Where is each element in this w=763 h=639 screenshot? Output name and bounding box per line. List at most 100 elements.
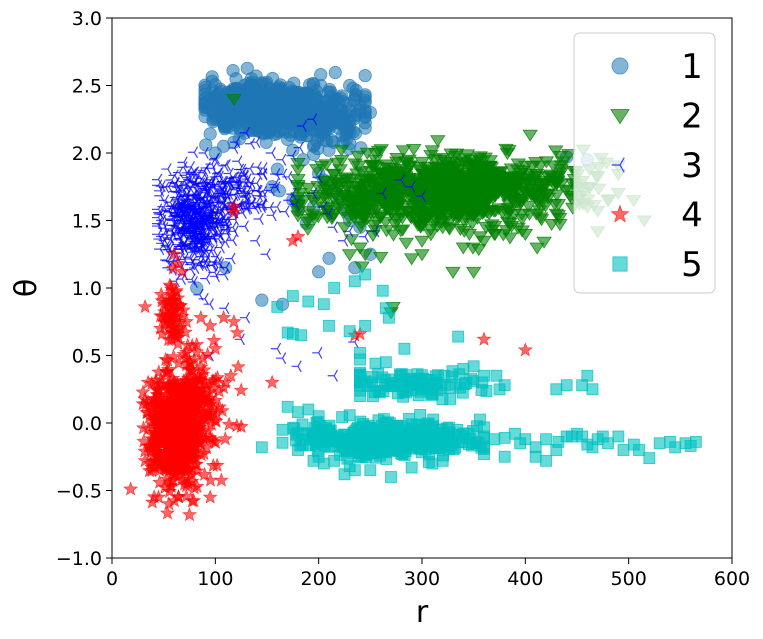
series-2-point xyxy=(503,220,520,233)
series-2-point xyxy=(421,206,438,219)
series-5-point xyxy=(359,319,372,332)
series-5-point xyxy=(292,444,304,456)
series-5-point xyxy=(439,434,452,447)
series-5-point xyxy=(281,326,294,339)
x-tick-label: 100 xyxy=(197,568,233,590)
series-2-point xyxy=(362,176,378,189)
series-5-point xyxy=(426,457,439,470)
series-1-point xyxy=(322,251,336,265)
series-1-point xyxy=(308,101,322,116)
series-2-point xyxy=(561,149,577,162)
series-2-point xyxy=(300,182,316,195)
series-2-point xyxy=(448,159,464,172)
series-5-point xyxy=(354,368,366,381)
series-5-point xyxy=(295,329,308,342)
series-2-point xyxy=(465,186,481,199)
series-5-point xyxy=(398,342,411,355)
series-5-point xyxy=(385,471,397,483)
series-2-point xyxy=(394,224,411,237)
series-2-point xyxy=(514,208,530,221)
series-2-point xyxy=(461,228,478,241)
series-2-point xyxy=(535,184,551,197)
series-2-point xyxy=(416,173,433,186)
series-5-point xyxy=(255,441,268,454)
series-1-point xyxy=(312,265,326,279)
series-2-point xyxy=(536,236,552,249)
series-1-point xyxy=(255,76,269,90)
series-5-point xyxy=(462,427,475,440)
series-5-point xyxy=(312,410,325,423)
series-5-point xyxy=(378,374,391,386)
x-tick-label: 400 xyxy=(507,568,543,590)
series-2-point xyxy=(553,167,569,180)
series-5-point xyxy=(452,330,465,343)
series-1-point xyxy=(266,106,280,120)
series-5-point xyxy=(394,368,406,381)
series-1-point xyxy=(291,115,305,129)
series-2-point xyxy=(385,172,401,185)
series-5-point xyxy=(373,438,386,451)
series-2 xyxy=(226,94,652,320)
y-tick-label: 1.5 xyxy=(72,211,102,233)
series-5-point xyxy=(550,444,563,456)
series-2-point xyxy=(402,211,419,224)
series-2-point xyxy=(497,189,514,202)
series-2-point xyxy=(528,157,544,170)
series-5-point xyxy=(302,295,315,308)
y-tick-label: 2.0 xyxy=(72,143,102,165)
series-2-point xyxy=(350,185,367,198)
series-2-point xyxy=(316,191,332,204)
series-5-point xyxy=(426,421,439,434)
series-5-point xyxy=(343,460,356,473)
series-5-point xyxy=(296,433,309,446)
series-1-point xyxy=(343,78,357,93)
series-5-point xyxy=(633,444,645,456)
series-2-point xyxy=(331,196,348,209)
series-2-point xyxy=(473,184,489,197)
plot-area-points xyxy=(123,61,702,522)
series-2-point xyxy=(543,218,560,231)
series-5-point xyxy=(354,415,367,428)
series-2-point xyxy=(521,200,537,213)
series-5-point xyxy=(365,371,378,383)
series-5-point xyxy=(366,390,379,403)
series-2-point xyxy=(531,205,548,218)
series-1-point xyxy=(314,78,328,93)
series-5-point xyxy=(576,379,589,392)
series-5-point xyxy=(560,379,573,392)
y-tick-label: −0.5 xyxy=(56,481,102,503)
series-5-point xyxy=(359,268,372,281)
series-5-point xyxy=(288,422,301,435)
series-5-point xyxy=(586,383,599,396)
series-1-point xyxy=(260,122,274,136)
y-axis-label: θ xyxy=(9,279,44,297)
series-5-point xyxy=(376,284,389,297)
series-5-point xyxy=(444,381,457,394)
series-5-point xyxy=(436,454,449,467)
series-5-point xyxy=(354,353,366,366)
series-2-point xyxy=(353,178,370,191)
series-5-point xyxy=(379,356,392,369)
series-5-point xyxy=(426,387,439,400)
series-5-point xyxy=(343,409,356,422)
series-2-point xyxy=(411,164,428,177)
series-5-point xyxy=(276,436,289,449)
legend-marker-5 xyxy=(612,256,628,272)
series-2-point xyxy=(435,192,452,205)
series-2-point xyxy=(333,144,350,157)
series-5-point xyxy=(292,406,304,419)
series-1-point xyxy=(246,110,260,124)
series-5-point xyxy=(369,357,382,370)
series-1-point xyxy=(300,129,314,143)
series-1-point xyxy=(322,143,336,157)
series-1-point xyxy=(363,105,377,120)
y-tick-label: 0.0 xyxy=(72,413,102,435)
series-2-point xyxy=(345,196,362,209)
series-5-point xyxy=(452,436,465,449)
series-5-point xyxy=(331,435,344,448)
series-5-point xyxy=(498,379,511,392)
series-5-point xyxy=(444,392,457,405)
series-2-point xyxy=(445,209,461,222)
legend-label-3: 3 xyxy=(681,146,703,186)
series-2-point xyxy=(329,157,345,170)
